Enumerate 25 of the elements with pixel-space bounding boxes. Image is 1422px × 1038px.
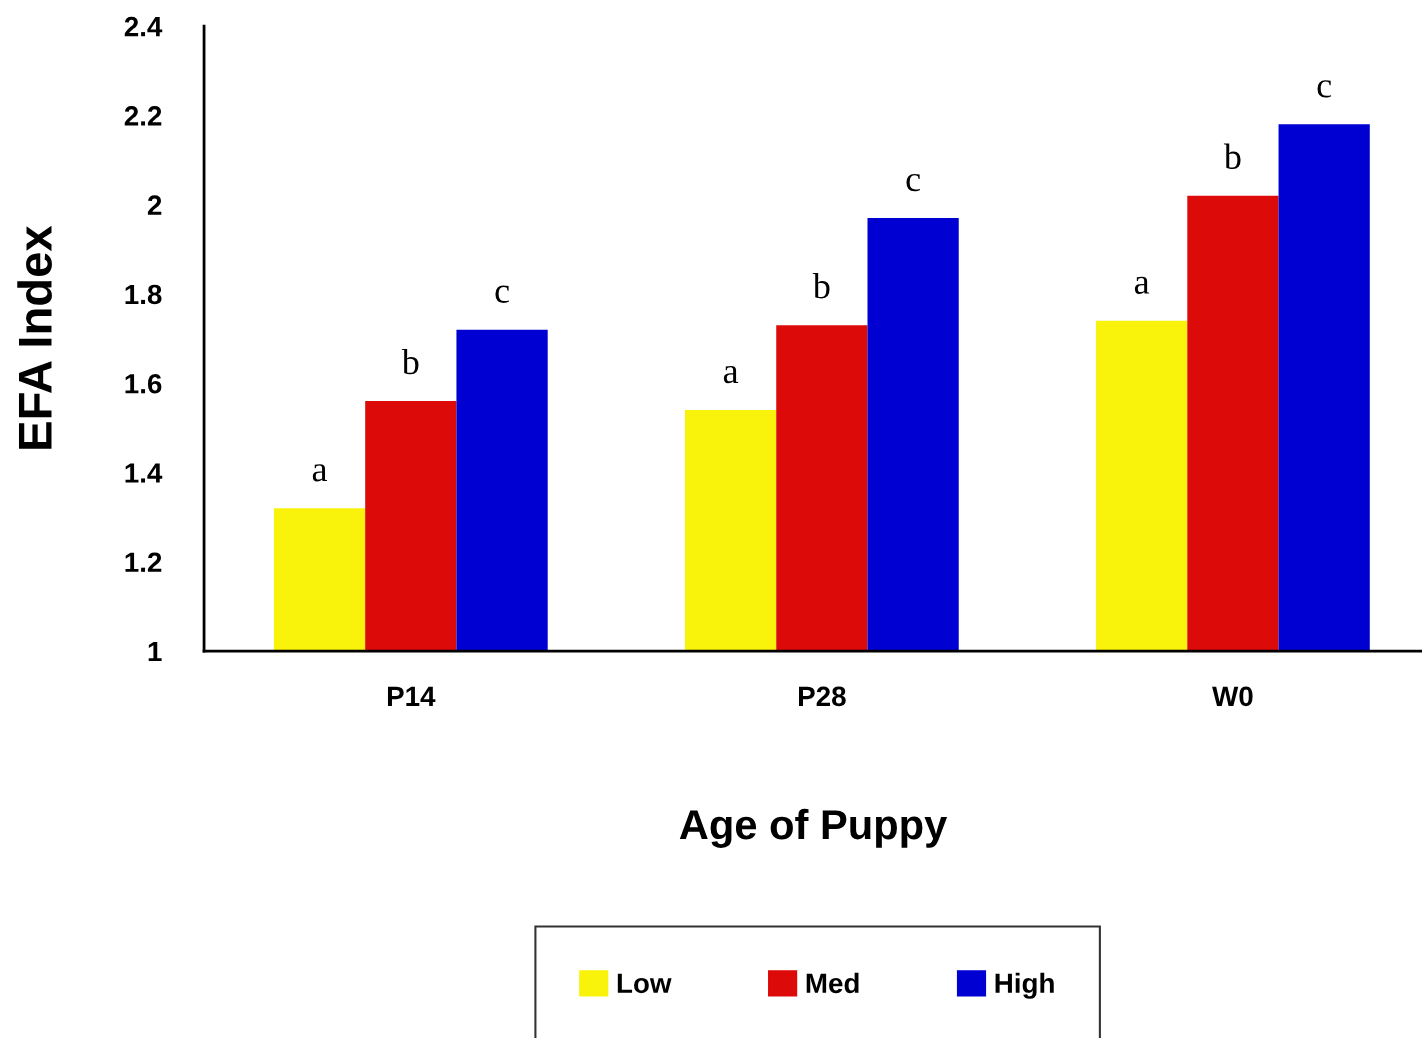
- data-label: b: [1223, 143, 1241, 169]
- data-label: c: [1317, 80, 1332, 98]
- y-tick-label: 2.4: [124, 16, 163, 37]
- x-axis-title: Age of Puppy: [679, 808, 948, 848]
- y-tick-label: 1.2: [125, 552, 162, 572]
- data-label: c: [906, 173, 921, 192]
- data-label: a: [312, 464, 328, 482]
- y-tick-label: 2.2: [124, 106, 162, 126]
- y-tick-label: 2: [147, 195, 162, 215]
- data-label: c: [495, 285, 509, 303]
- legend-label: High: [995, 972, 1054, 999]
- legend-label: Med: [806, 972, 859, 994]
- x-tick-label: P14: [387, 686, 436, 706]
- legend-label: Low: [617, 973, 672, 994]
- y-tick-label: 1.8: [125, 284, 162, 305]
- y-axis-title: EFA Index: [17, 225, 52, 449]
- data-label: b: [401, 348, 419, 375]
- y-tick-label: 1.4: [125, 463, 163, 483]
- x-tick-label: P28: [799, 686, 846, 707]
- y-tick-label: 1.6: [125, 373, 162, 394]
- x-tick-label: W0: [1212, 686, 1253, 707]
- data-label: a: [1134, 276, 1150, 294]
- data-label: b: [812, 273, 830, 299]
- data-label: a: [723, 365, 739, 384]
- y-tick-label: 1: [148, 641, 162, 662]
